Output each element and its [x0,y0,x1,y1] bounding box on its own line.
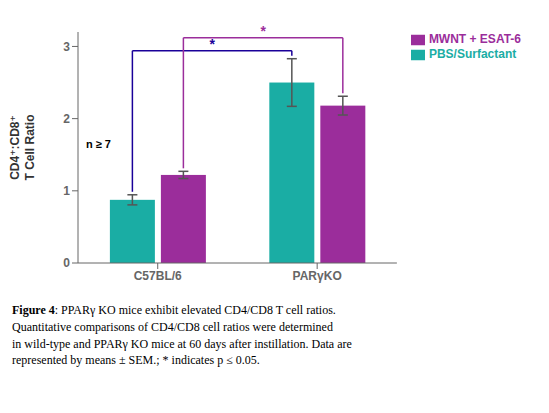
html-text:PBS/Surfactant: PBS/Surfactant [428,46,517,61]
svg-text:n ≥ 7: n ≥ 7 [86,138,111,150]
svg-text:CD4⁺:CD8⁺T Cell Ratio: CD4⁺:CD8⁺T Cell Ratio [8,114,37,180]
svg-text:2: 2 [63,112,70,126]
svg-text:0: 0 [63,256,70,270]
svg-text:*: * [260,23,266,39]
svg-text:3: 3 [63,40,70,54]
html-text:MWNT + ESAT-6: MWNT + ESAT-6 [428,32,521,46]
svg-text:C57BL/6: C57BL/6 [134,269,182,283]
svg-text:1: 1 [63,184,70,198]
svg-text:PARγKO: PARγKO [293,269,342,283]
html-text:Figure 4: PPARγ KO mice exhibi: Figure 4: PPARγ KO mice exhibit elevated… [12,303,352,368]
